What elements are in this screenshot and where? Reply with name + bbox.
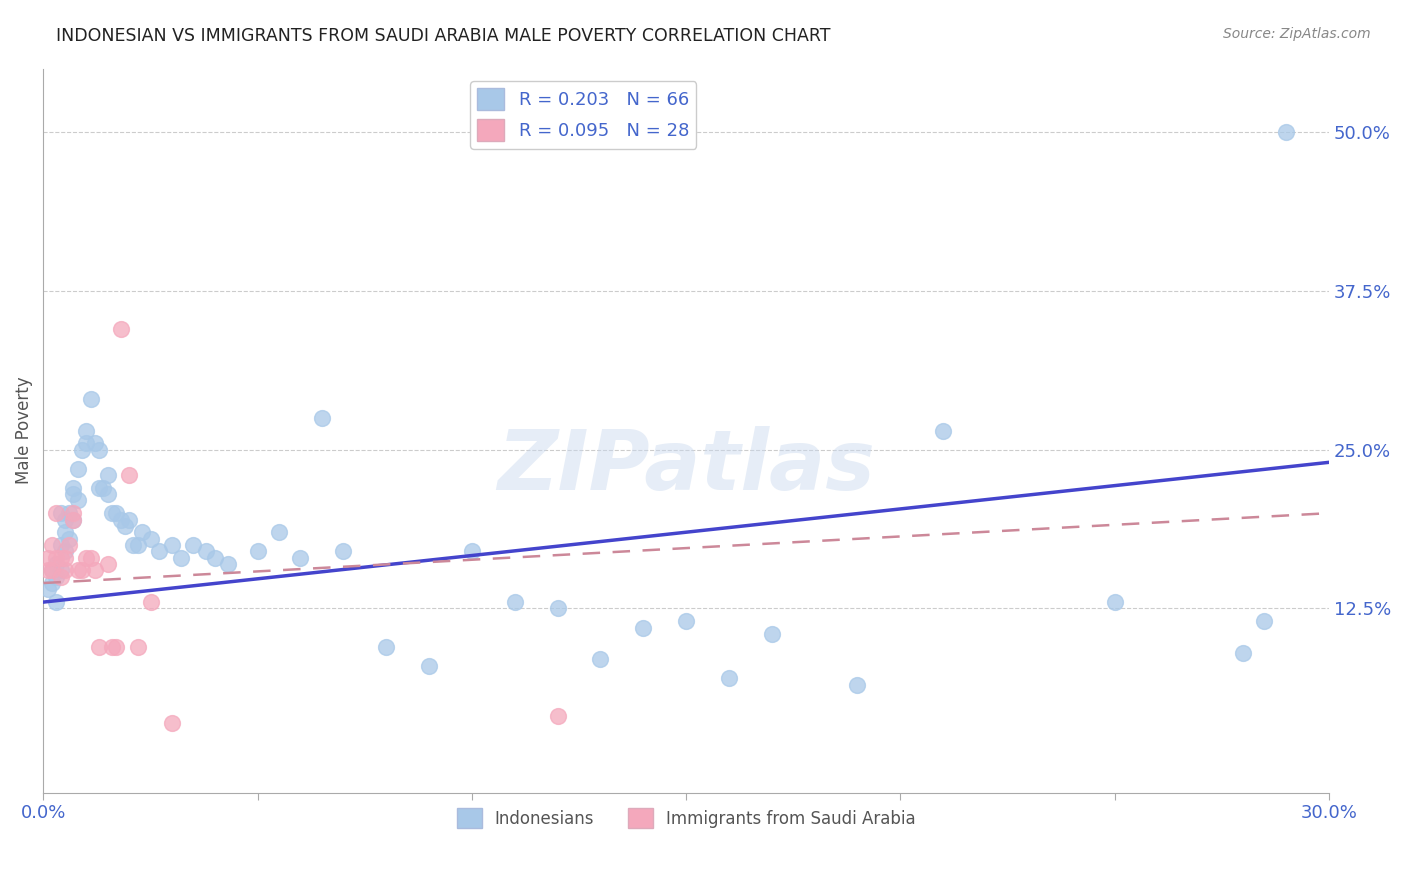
Point [53,563,76,577]
Point [761,627,783,641]
Point [148,544,170,558]
Point [37,563,59,577]
Point [62,506,84,520]
Point [37,550,59,565]
Point [290,550,312,565]
Point [461,544,484,558]
Point [183,538,205,552]
Point [101,640,124,654]
Point [49,506,72,520]
Point [87,640,110,654]
Point [589,652,612,666]
Point [110,322,132,336]
Point [70,563,93,577]
Point [1275,125,1298,139]
Point [105,640,128,654]
Point [932,424,955,438]
Point [83,563,105,577]
Point [62,512,84,526]
Point [127,538,149,552]
Point [53,544,76,558]
Text: INDONESIAN VS IMMIGRANTS FROM SAUDI ARABIA MALE POVERTY CORRELATION CHART: INDONESIAN VS IMMIGRANTS FROM SAUDI ARAB… [56,27,831,45]
Point [41,563,63,577]
Point [97,487,120,501]
Point [58,506,80,520]
Point [83,436,105,450]
Point [41,563,63,577]
Point [122,538,145,552]
Point [101,506,124,520]
Point [49,570,72,584]
Point [66,493,89,508]
Point [45,550,67,565]
Point [1253,614,1275,628]
Point [75,550,97,565]
Point [118,512,141,526]
Point [62,481,84,495]
Point [41,538,63,552]
Point [62,487,84,501]
Point [118,468,141,483]
Point [45,570,67,584]
Point [58,538,80,552]
Point [75,424,97,438]
Point [139,595,162,609]
Text: ZIPatlas: ZIPatlas [498,426,875,508]
Point [75,436,97,450]
Point [217,557,239,571]
Point [45,595,67,609]
Point [105,506,128,520]
Point [114,519,136,533]
Point [311,410,333,425]
Point [717,671,740,685]
Point [53,512,76,526]
Point [375,640,398,654]
Point [332,544,354,558]
Point [503,595,526,609]
Text: Source: ZipAtlas.com: Source: ZipAtlas.com [1223,27,1371,41]
Legend: Indonesians, Immigrants from Saudi Arabia: Indonesians, Immigrants from Saudi Arabi… [450,801,922,835]
Point [418,658,440,673]
Point [846,678,869,692]
Point [79,550,101,565]
Point [160,538,183,552]
Point [93,481,115,495]
Point [58,532,80,546]
Point [127,640,149,654]
Point [547,601,569,615]
Y-axis label: Male Poverty: Male Poverty [15,376,32,484]
Point [1104,595,1126,609]
Point [195,544,218,558]
Point [87,481,110,495]
Point [131,525,153,540]
Point [41,576,63,591]
Point [160,715,183,730]
Point [204,550,226,565]
Point [267,525,290,540]
Point [246,544,269,558]
Point [110,512,132,526]
Point [1232,646,1254,660]
Point [53,550,76,565]
Point [49,538,72,552]
Point [169,550,191,565]
Point [97,468,120,483]
Point [49,563,72,577]
Point [675,614,697,628]
Point [45,557,67,571]
Point [66,563,89,577]
Point [139,532,162,546]
Point [37,582,59,597]
Point [70,442,93,457]
Point [79,392,101,406]
Point [53,525,76,540]
Point [547,709,569,723]
Point [49,550,72,565]
Point [97,557,120,571]
Point [633,620,655,634]
Point [66,461,89,475]
Point [62,512,84,526]
Point [45,506,67,520]
Point [87,442,110,457]
